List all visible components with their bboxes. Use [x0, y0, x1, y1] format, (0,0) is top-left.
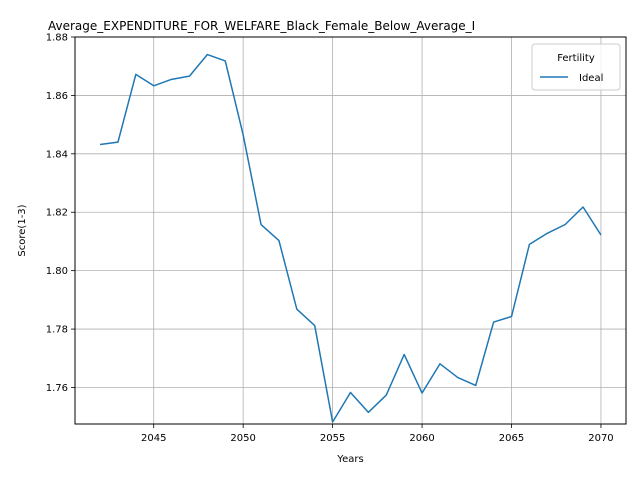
y-tick-label: 1.86 — [46, 91, 68, 102]
y-tick-label: 1.82 — [46, 208, 68, 219]
plot-frame — [74, 36, 627, 425]
x-tick-label: 2060 — [409, 433, 434, 444]
series-line-ideal — [99, 53, 602, 423]
y-tick-label: 1.78 — [46, 325, 68, 336]
y-axis-label: Score(1-3) — [17, 204, 28, 256]
legend-title: Fertility — [557, 53, 595, 64]
legend: Fertility Ideal — [531, 43, 621, 91]
x-axis-label: Years — [336, 454, 363, 465]
x-tick-label: 2065 — [499, 433, 524, 444]
chart-title: Average_EXPENDITURE_FOR_WELFARE_Black_Fe… — [48, 19, 475, 33]
legend-label-ideal: Ideal — [579, 73, 603, 84]
y-tick-label: 1.84 — [46, 149, 68, 160]
series-group — [99, 53, 602, 423]
y-tick-label: 1.80 — [46, 266, 68, 277]
x-tick-label: 2070 — [588, 433, 613, 444]
y-tick-label: 1.88 — [46, 33, 68, 44]
x-tick-label: 2055 — [320, 433, 345, 444]
legend-box — [531, 43, 621, 91]
y-tick-label: 1.76 — [46, 383, 68, 394]
x-tick-label: 2045 — [141, 433, 166, 444]
y-axis: 1.76 1.78 1.80 1.82 1.84 1.86 1.88 — [46, 33, 75, 394]
x-axis: 2045 2050 2055 2060 2065 2070 — [141, 424, 614, 444]
grid-lines — [75, 36, 626, 424]
x-tick-label: 2050 — [230, 433, 255, 444]
